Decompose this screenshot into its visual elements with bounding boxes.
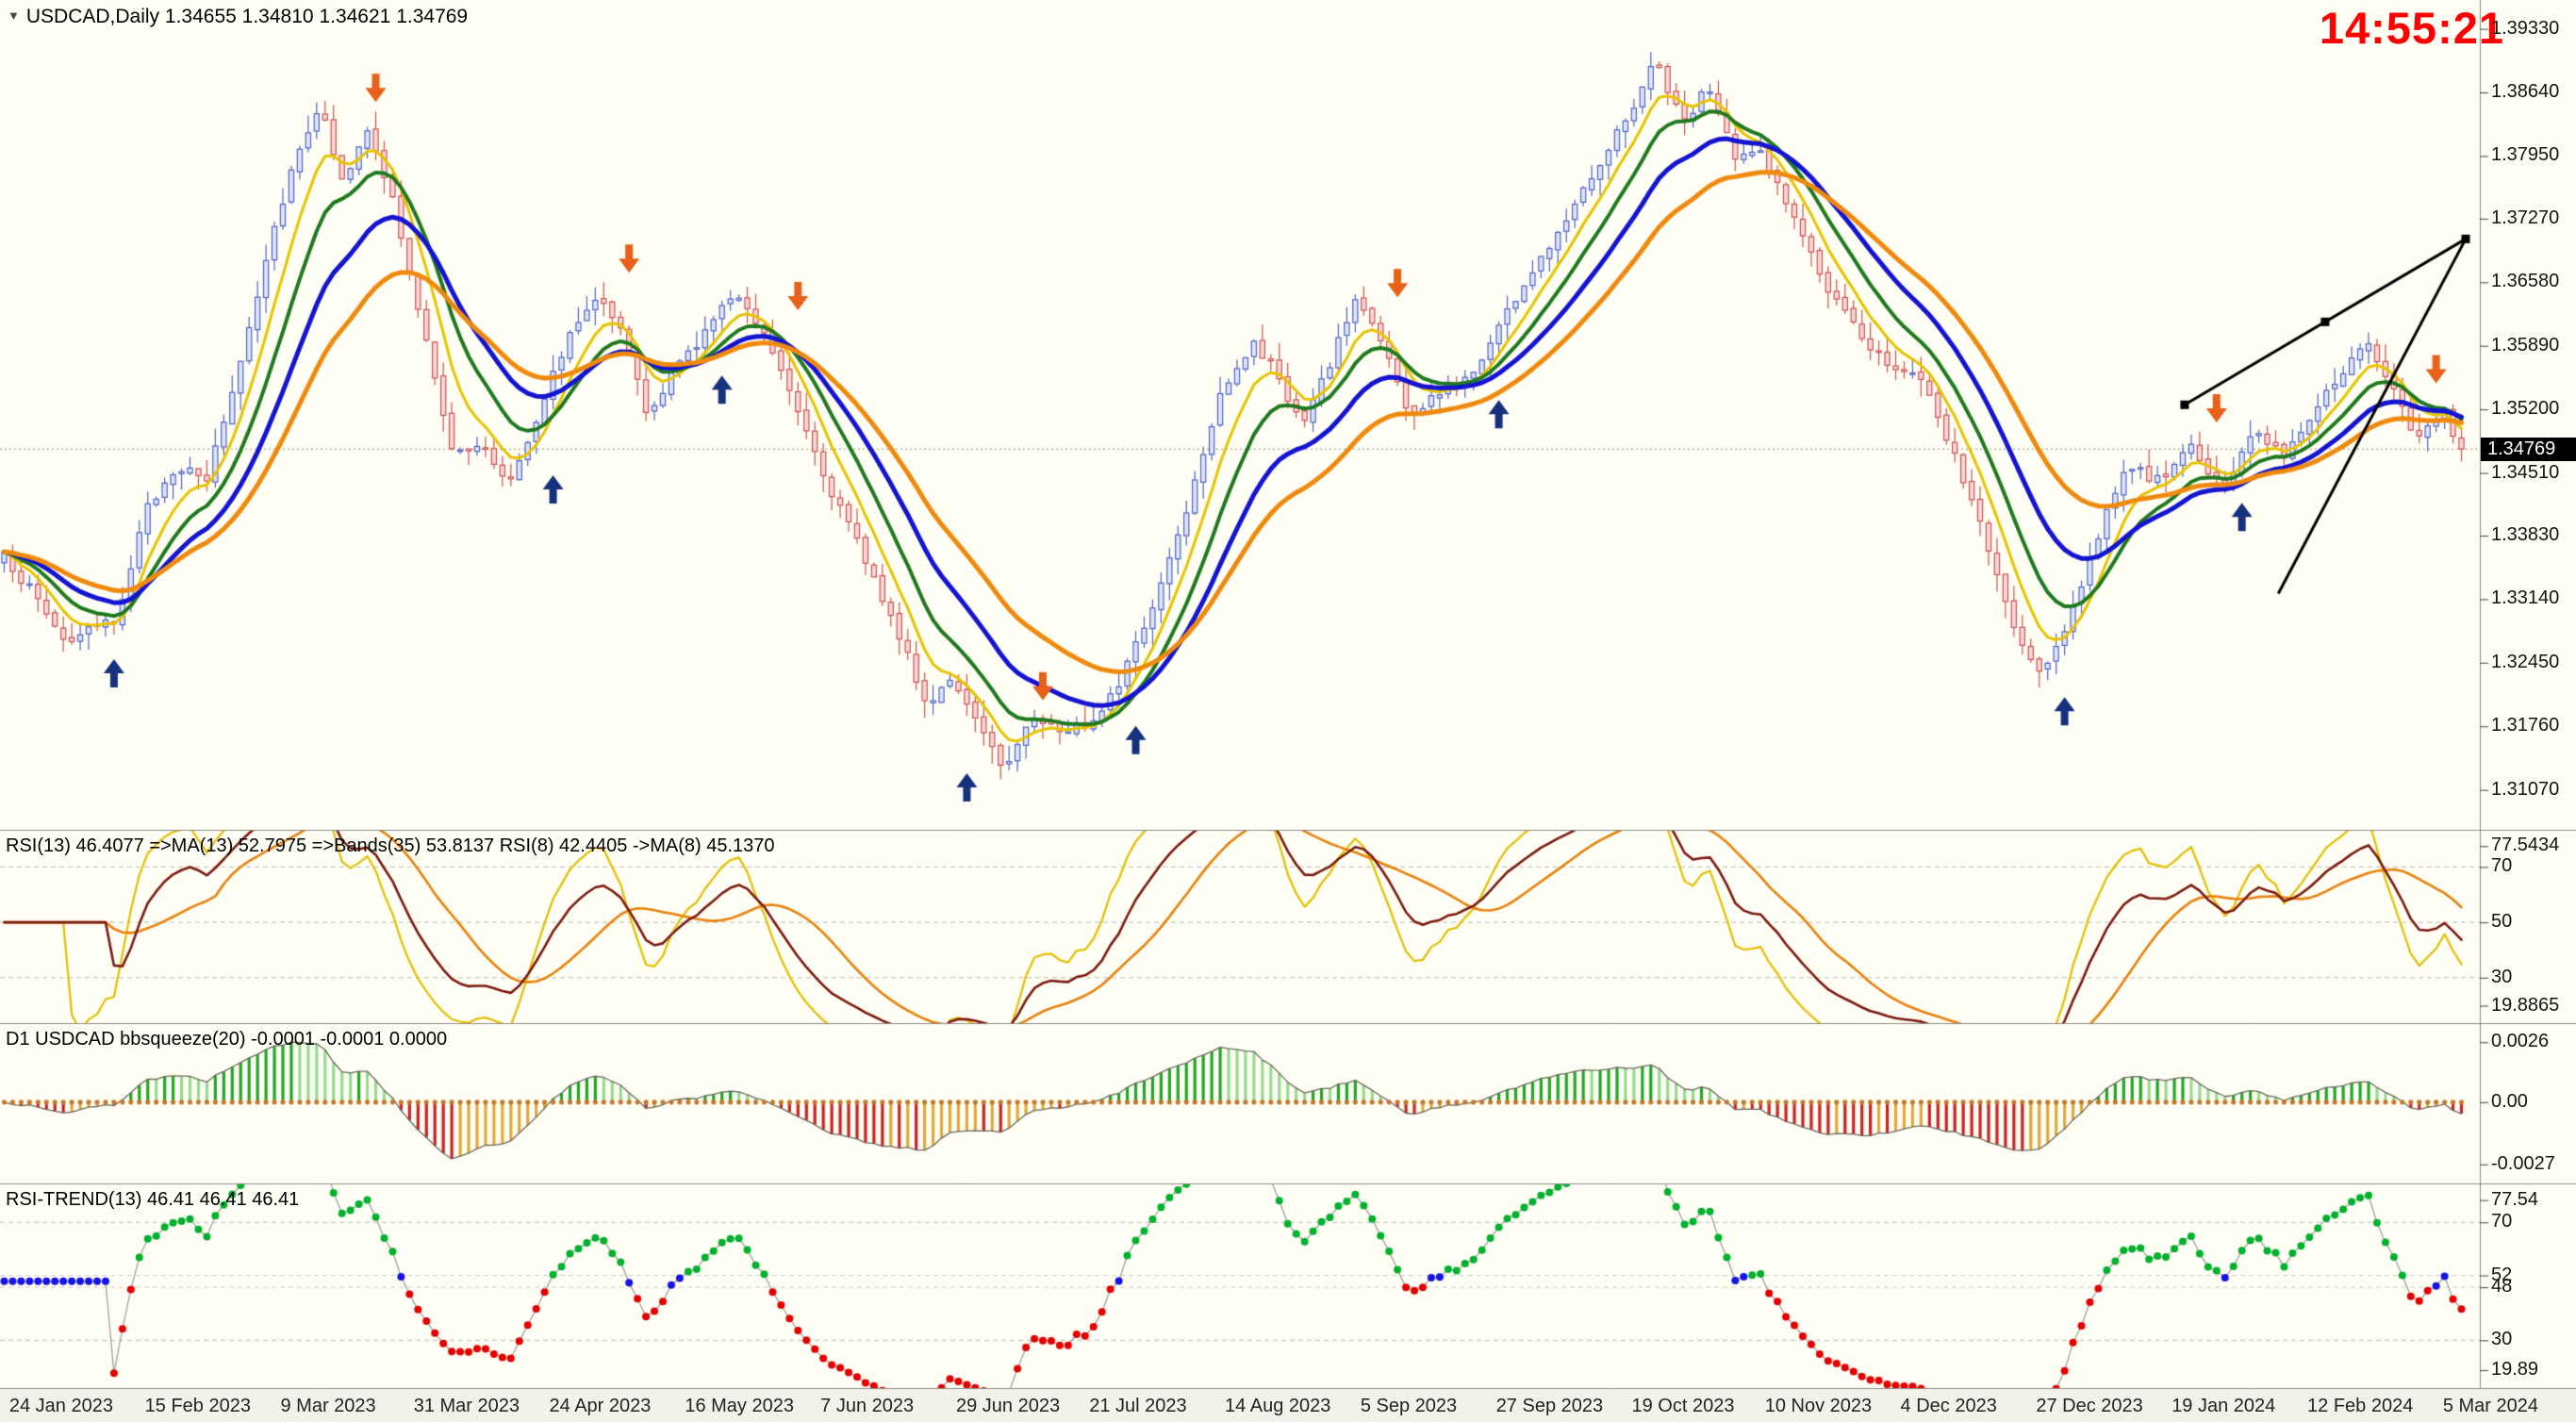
current-price-badge: 1.34769 [2481,438,2576,462]
